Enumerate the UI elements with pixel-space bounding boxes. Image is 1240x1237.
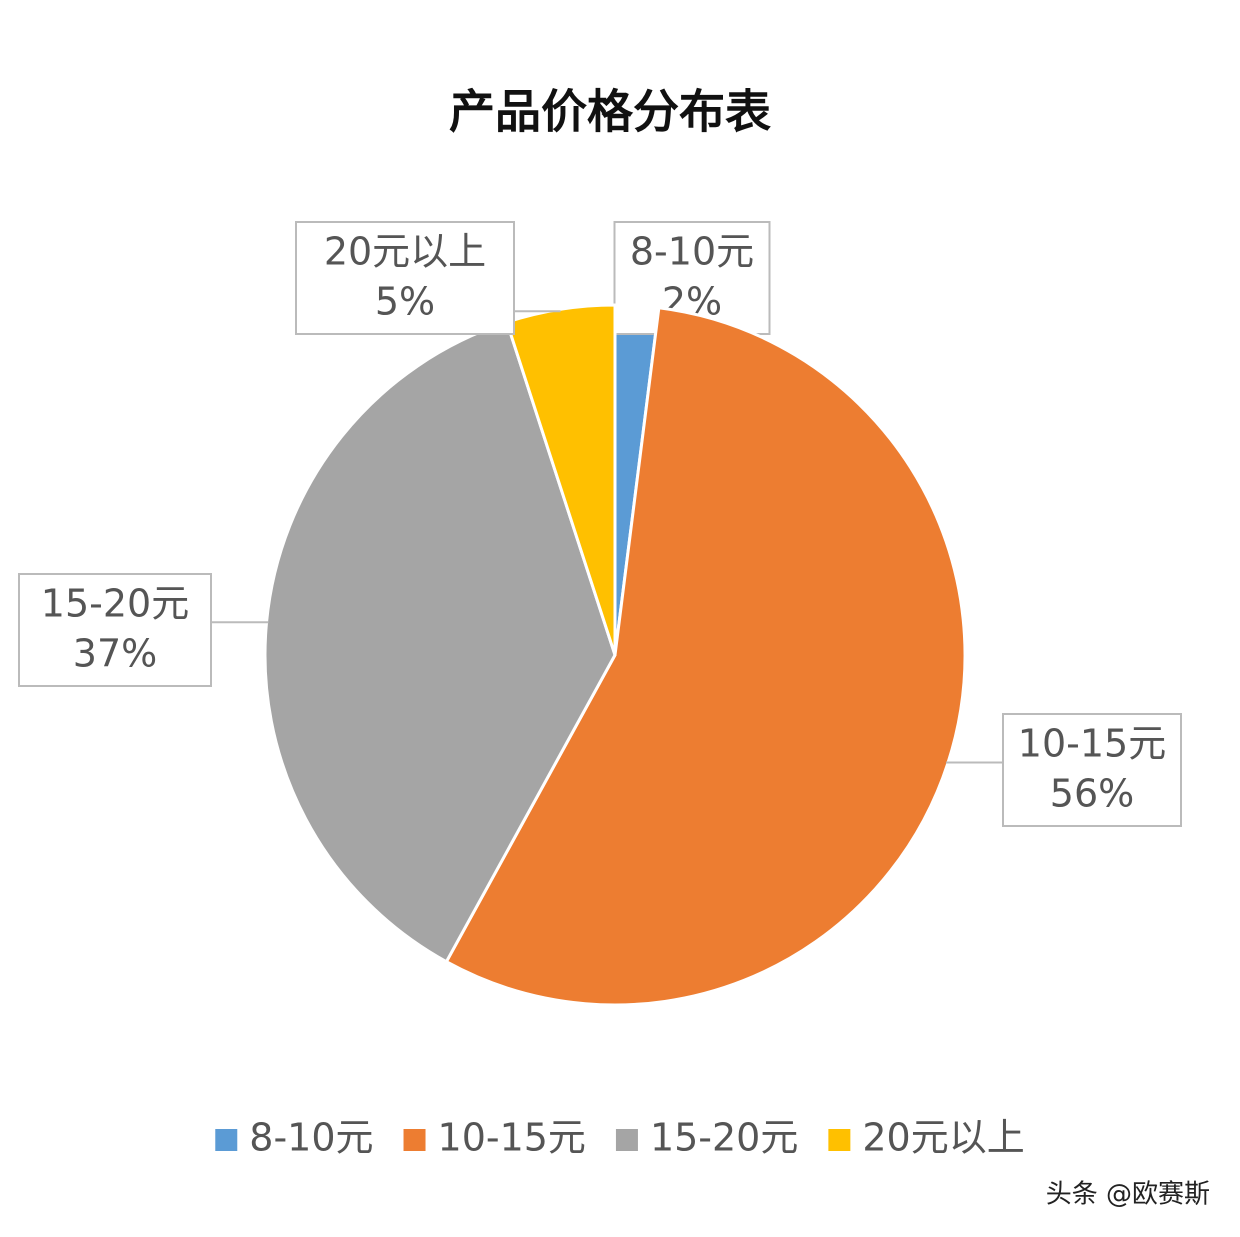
data-label-category: 8-10元 xyxy=(630,230,754,274)
label-box xyxy=(1002,713,1182,827)
watermark: 头条 @欧赛斯 xyxy=(1046,1180,1210,1210)
chart-title: 产品价格分布表 xyxy=(449,85,771,139)
label-box xyxy=(18,573,212,687)
data-label-category: 10-15元 xyxy=(1018,722,1166,766)
data-label-category: 20元以上 xyxy=(324,230,486,274)
legend-label: 20元以上 xyxy=(862,1116,1024,1160)
legend-label: 15-20元 xyxy=(650,1116,798,1160)
data-label: 56% xyxy=(1050,772,1134,816)
legend-label: 8-10元 xyxy=(249,1116,373,1160)
legend-swatch xyxy=(403,1129,426,1151)
legend-swatch xyxy=(828,1129,851,1151)
data-label: 37% xyxy=(73,632,157,676)
legend-swatch xyxy=(615,1129,638,1151)
data-label-category: 15-20元 xyxy=(41,582,189,626)
legend-swatch xyxy=(215,1129,238,1151)
label-box xyxy=(295,221,515,335)
data-label: 5% xyxy=(375,280,435,324)
legend-label: 10-15元 xyxy=(438,1116,586,1160)
